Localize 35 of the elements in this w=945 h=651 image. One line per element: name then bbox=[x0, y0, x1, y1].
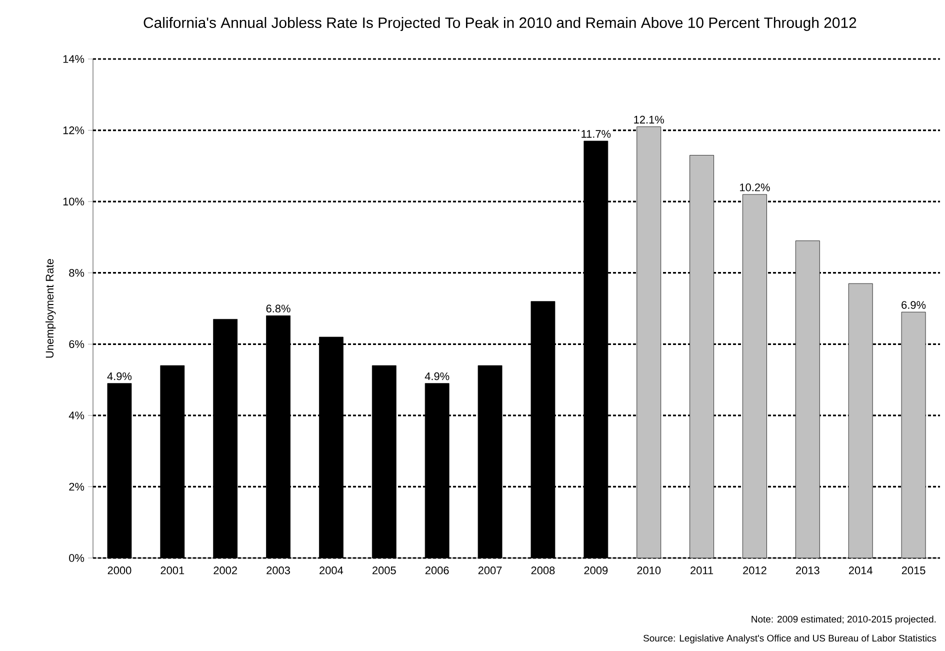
x-tick-label: 2013 bbox=[796, 566, 820, 574]
data-label: 10.2% bbox=[740, 183, 770, 192]
y-tick-label: 0% bbox=[69, 554, 84, 562]
y-tick-label: 6% bbox=[69, 340, 84, 348]
y-tick-label: 12% bbox=[63, 126, 84, 134]
y-axis-title: Unemployment Rate bbox=[45, 259, 56, 358]
x-tick-label: 2004 bbox=[320, 566, 344, 574]
x-tick-label: 2002 bbox=[214, 566, 237, 574]
data-label: 11.7% bbox=[582, 130, 611, 138]
x-tick-label: 2003 bbox=[266, 566, 290, 574]
source-note: Source: Legislative Analyst's Office and US Bureau of Labor Statistics bbox=[643, 634, 936, 644]
x-tick-label: 2010 bbox=[637, 566, 661, 574]
text: Note: 2009 estimated; 2010-2015 projected. bbox=[752, 616, 936, 624]
x-tick-label: 2014 bbox=[848, 566, 872, 574]
x-tick-label: 2011 bbox=[690, 566, 714, 574]
y-tick-label: 10% bbox=[63, 198, 84, 206]
x-tick-label: 2008 bbox=[531, 566, 555, 574]
data-label: 6.8% bbox=[266, 304, 290, 312]
x-tick-label: 2006 bbox=[425, 566, 449, 574]
x-tick-label: 2005 bbox=[372, 566, 396, 574]
x-tick-label: 2009 bbox=[584, 566, 608, 574]
y-tick-label: 8% bbox=[69, 268, 84, 277]
x-tick-label: 2007 bbox=[478, 566, 502, 574]
x-tick-label: 2000 bbox=[108, 566, 132, 574]
x-tick-label: 2001 bbox=[160, 566, 184, 574]
x-tick-label: 2012 bbox=[743, 566, 766, 574]
y-tick-label: 14% bbox=[63, 55, 84, 63]
data-label: 4.9% bbox=[107, 372, 132, 380]
chart-title: California's Annual Jobless Rate Is Projected To Peak in 2010 and Remain Above 10 Percent Through 2012 bbox=[144, 17, 856, 31]
data-label: 6.9% bbox=[902, 301, 926, 309]
x-tick-label: 2015 bbox=[902, 566, 926, 574]
y-tick-label: 2% bbox=[69, 482, 84, 491]
data-label: 12.1% bbox=[634, 116, 664, 124]
data-label: 4.9% bbox=[424, 372, 450, 380]
y-tick-label: 4% bbox=[68, 412, 84, 420]
